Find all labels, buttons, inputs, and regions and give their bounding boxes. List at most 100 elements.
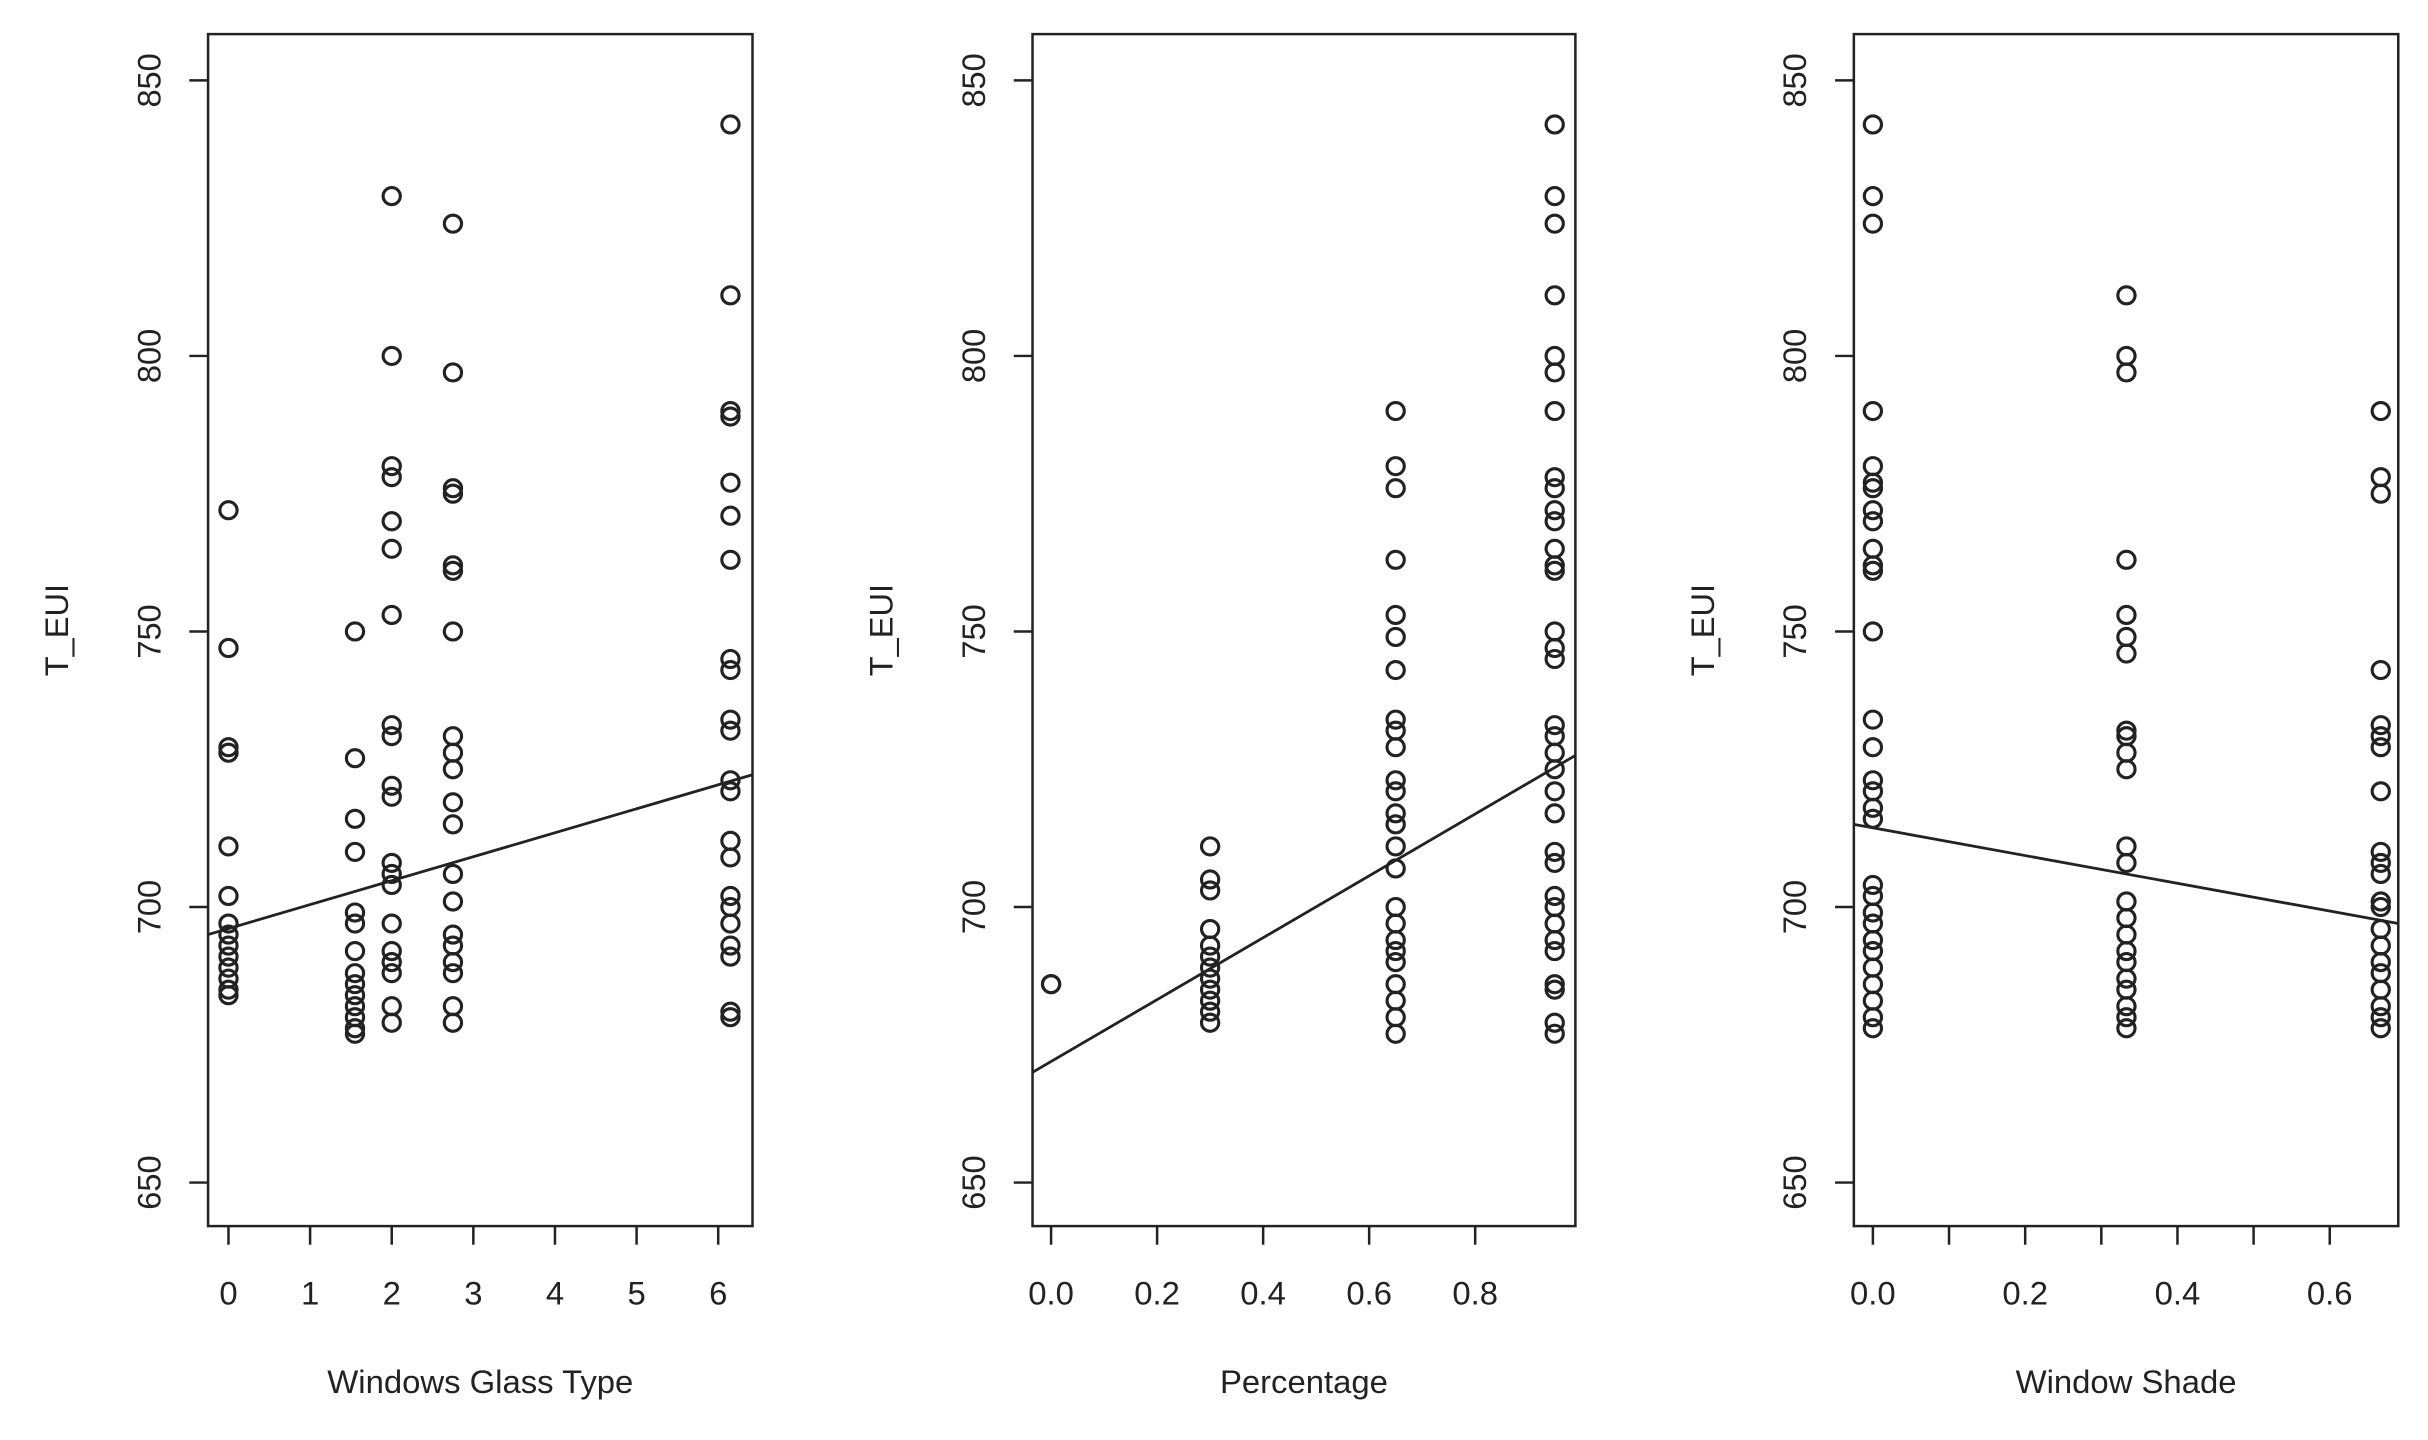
point: [1385, 913, 1406, 934]
point: [1862, 709, 1884, 730]
point: [1862, 770, 1884, 791]
point: [344, 913, 366, 934]
point: [1862, 538, 1884, 559]
point: [218, 737, 239, 758]
y-tick-label: 750: [1776, 604, 1813, 658]
x-tick-label: 3: [464, 1275, 482, 1312]
point: [381, 456, 402, 477]
point: [2116, 1007, 2137, 1028]
point: [344, 996, 366, 1017]
point: [1544, 913, 1565, 934]
point: [1862, 885, 1884, 907]
point: [218, 957, 239, 978]
point: [381, 941, 402, 962]
y-tick-label: 800: [955, 329, 992, 383]
point: [1544, 885, 1565, 907]
point: [2116, 924, 2137, 945]
point: [381, 786, 402, 807]
point: [1862, 874, 1884, 896]
point: [1199, 836, 1221, 857]
point: [1199, 1001, 1221, 1022]
point: [720, 1001, 741, 1022]
point: [1862, 808, 1884, 829]
point: [720, 709, 741, 730]
point: [1385, 803, 1406, 824]
point: [381, 345, 402, 367]
point: [344, 902, 366, 923]
x-axis-label: Window Shade: [2016, 1363, 2237, 1400]
point: [1544, 285, 1565, 306]
plot-frame: [206, 32, 754, 1228]
point: [1544, 511, 1565, 532]
x-axis-label: Percentage: [1220, 1363, 1388, 1400]
point: [2116, 891, 2137, 912]
point: [2370, 852, 2391, 874]
point: [1385, 952, 1406, 973]
y-tick-label: 650: [1776, 1155, 1813, 1209]
point: [1385, 974, 1406, 995]
x-tick-label: 0: [219, 1275, 237, 1312]
point: [2370, 467, 2391, 488]
point: [1544, 803, 1565, 824]
point: [1199, 979, 1221, 1000]
y-tick-label: 850: [955, 53, 992, 107]
point: [1040, 974, 1062, 995]
point: [1199, 935, 1221, 956]
point: [1544, 560, 1565, 581]
point: [1544, 715, 1565, 736]
point: [1385, 836, 1406, 857]
point: [2370, 896, 2391, 918]
point: [1862, 500, 1884, 521]
point: [1385, 456, 1406, 477]
x-tick-label: 0.0: [1850, 1275, 1896, 1312]
point: [442, 863, 464, 885]
plot-frame: [1031, 32, 1577, 1228]
point: [442, 726, 464, 747]
y-tick-label: 650: [130, 1155, 167, 1209]
point: [2116, 759, 2137, 780]
point: [442, 891, 464, 912]
point: [381, 775, 402, 796]
point: [1385, 930, 1406, 951]
point: [720, 896, 741, 918]
point: [1544, 852, 1565, 874]
point: [720, 847, 741, 868]
point: [1199, 957, 1221, 978]
point: [1544, 637, 1565, 659]
point: [1544, 974, 1565, 995]
point: [1385, 1007, 1406, 1028]
point: [720, 406, 741, 427]
point: [1544, 726, 1565, 747]
point: [344, 941, 366, 962]
point: [2370, 400, 2391, 422]
point: [218, 500, 239, 521]
point: [1862, 478, 1884, 499]
point: [1862, 511, 1884, 532]
point: [1544, 1023, 1565, 1044]
point: [1385, 626, 1406, 648]
point: [381, 963, 402, 984]
point: [344, 985, 366, 1006]
point: [1385, 720, 1406, 741]
point: [2370, 1007, 2391, 1028]
y-tick-label: 850: [1776, 53, 1813, 107]
point: [1544, 555, 1565, 576]
point: [2370, 1018, 2391, 1039]
point: [1862, 957, 1884, 978]
point: [442, 1012, 464, 1033]
point: [2370, 659, 2391, 681]
point: [1385, 941, 1406, 962]
y-axis-label: T_EUI: [38, 584, 75, 676]
point: [1544, 186, 1565, 207]
point: [1544, 648, 1565, 670]
point: [218, 924, 239, 945]
point: [381, 604, 402, 626]
point: [1862, 114, 1884, 135]
point: [2370, 737, 2391, 758]
x-tick-label: 6: [709, 1275, 727, 1312]
point: [1862, 797, 1884, 818]
x-tick-label: 0.2: [1134, 1275, 1180, 1312]
point: [2116, 345, 2137, 367]
point: [2116, 979, 2137, 1000]
point: [442, 362, 464, 383]
